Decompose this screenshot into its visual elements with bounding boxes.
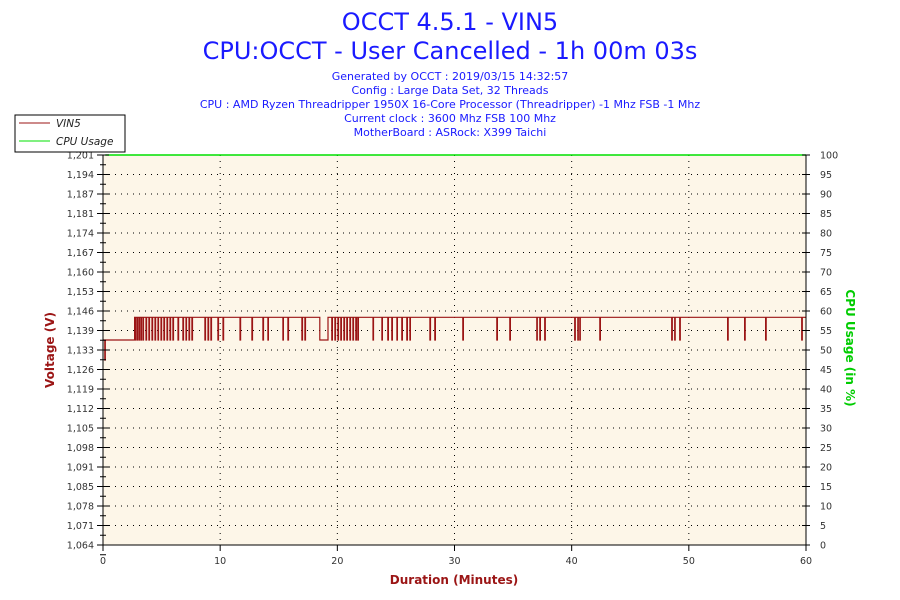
series-layer (103, 154, 806, 361)
x-axis-label: Duration (Minutes) (390, 573, 518, 587)
y-tick-label: 1,146 (67, 307, 94, 318)
grid (103, 155, 806, 545)
y2-tick-label: 90 (820, 190, 832, 201)
axes: 1,064 1,071 1,078 1,085 1,091 1,098 1,105 1,112… (67, 151, 838, 568)
y2-tick-label: 25 (820, 443, 832, 454)
info-line: CPU : AMD Ryzen Threadripper 1950X 16-Co… (200, 98, 700, 111)
x-tick-label: 20 (331, 556, 343, 567)
y-tick-label: 1,201 (67, 151, 94, 162)
chart-title: OCCT 4.5.1 - VIN5 (342, 8, 558, 36)
y-tick-label: 1,112 (67, 404, 94, 415)
x-tick-label: 10 (214, 556, 226, 567)
y-tick-label: 1,091 (67, 463, 94, 474)
y2-tick-label: 85 (820, 209, 832, 220)
y-tick-label: 1,160 (67, 268, 94, 279)
y2-tick-label: 35 (820, 404, 832, 415)
y2-tick-label: 65 (820, 287, 832, 298)
y-tick-label: 1,098 (67, 443, 94, 454)
y2-tick-label: 0 (820, 541, 826, 552)
y-tick-label: 1,174 (67, 229, 94, 240)
legend-label-vin5: VIN5 (56, 118, 81, 130)
y2-tick-label: 75 (820, 248, 832, 259)
y-tick-label: 1,187 (67, 190, 94, 201)
y2-tick-label: 40 (820, 385, 832, 396)
info-line: Current clock : 3600 Mhz FSB 100 Mhz (344, 112, 556, 125)
y2-axis-label: CPU Usage (in %) (843, 289, 857, 406)
y-tick-label: 1,126 (67, 365, 94, 376)
y2-tick-label: 70 (820, 268, 832, 279)
x-tick-label: 50 (683, 556, 695, 567)
info-line: Generated by OCCT : 2019/03/15 14:32:57 (332, 70, 569, 83)
y2-tick-label: 50 (820, 346, 832, 357)
plot-area (103, 155, 806, 545)
y2-tick-label: 15 (820, 482, 832, 493)
y2-tick-label: 5 (820, 521, 826, 532)
x-tick-label: 60 (800, 556, 812, 567)
y-tick-label: 1,078 (67, 502, 94, 513)
x-tick-label: 30 (448, 556, 460, 567)
x-tick-label: 40 (566, 556, 578, 567)
y-tick-label: 1,167 (67, 248, 94, 259)
y-tick-label: 1,064 (67, 541, 94, 552)
y2-tick-label: 60 (820, 307, 832, 318)
y-tick-label: 1,139 (67, 326, 94, 337)
y-tick-label: 1,085 (67, 482, 94, 493)
y2-tick-label: 20 (820, 463, 832, 474)
legend-label-cpu: CPU Usage (56, 136, 113, 148)
info-line: MotherBoard : ASRock: X399 Taichi (354, 126, 547, 139)
y-axis-label: Voltage (V) (43, 312, 57, 388)
y2-tick-label: 80 (820, 229, 832, 240)
y2-tick-label: 55 (820, 326, 832, 337)
vin5-line (103, 316, 806, 361)
legend: VIN5 CPU Usage (14, 114, 126, 153)
y-tick-label: 1,071 (67, 521, 94, 532)
y2-tick-label: 45 (820, 365, 832, 376)
chart-subtitle: CPU:OCCT - User Cancelled - 1h 00m 03s (203, 37, 698, 65)
y2-tick-label: 100 (820, 151, 838, 162)
y-tick-label: 1,153 (67, 287, 94, 298)
y2-tick-label: 10 (820, 502, 832, 513)
y-tick-label: 1,119 (67, 385, 94, 396)
y-tick-label: 1,105 (67, 424, 94, 435)
y2-tick-label: 95 (820, 170, 832, 181)
y-tick-label: 1,133 (67, 346, 94, 357)
y2-tick-label: 30 (820, 424, 832, 435)
y-tick-label: 1,181 (67, 209, 94, 220)
y-tick-label: 1,194 (67, 170, 94, 181)
info-line: Config : Large Data Set, 32 Threads (352, 84, 549, 97)
x-tick-label: 0 (100, 556, 106, 567)
